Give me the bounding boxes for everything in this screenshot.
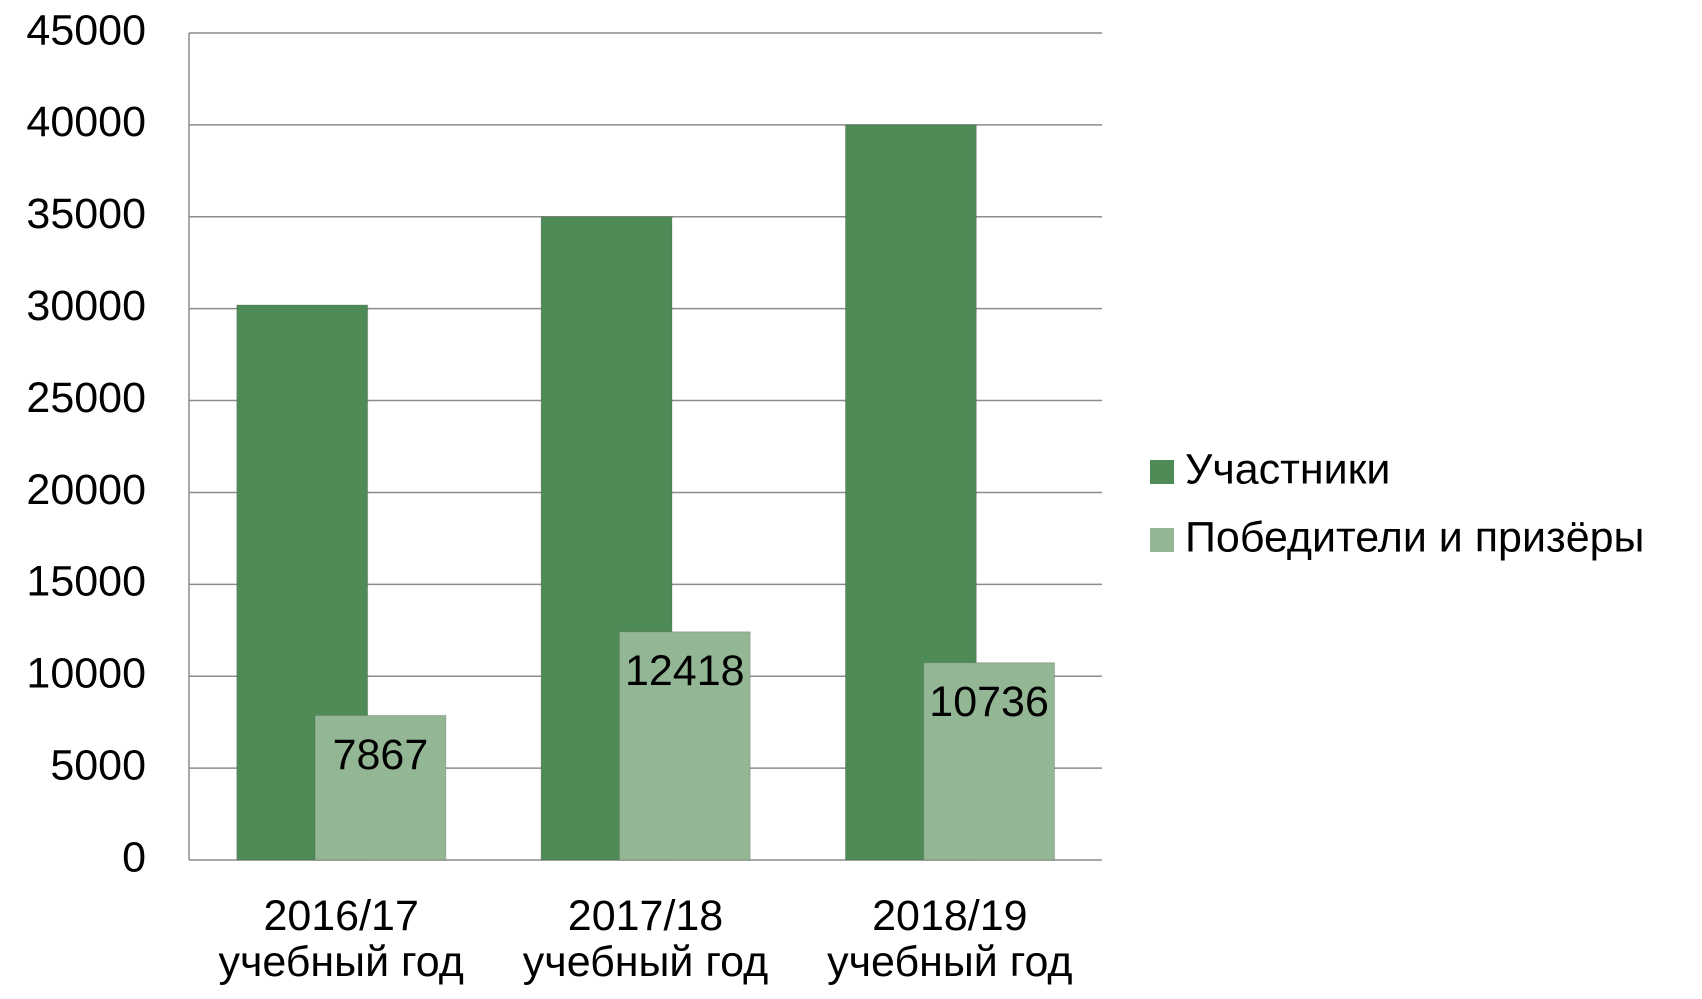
bar <box>923 662 1056 861</box>
y-tick-label: 10000 <box>26 650 146 698</box>
y-tick-label: 35000 <box>26 190 146 238</box>
y-tick-label: 15000 <box>26 558 146 606</box>
y-tick-label: 0 <box>122 833 146 881</box>
data-label: 12418 <box>625 647 745 695</box>
legend-label: Победители и призёры <box>1185 513 1644 561</box>
y-tick-label: 40000 <box>26 98 146 146</box>
y-tick-label: 20000 <box>26 466 146 514</box>
y-tick-label: 25000 <box>26 374 146 422</box>
x-tick-label: 2017/18 учебный год <box>522 892 769 986</box>
legend-label: Участники <box>1185 445 1390 493</box>
data-label: 7867 <box>333 731 429 779</box>
bar <box>314 714 447 861</box>
legend-swatch <box>1150 528 1174 552</box>
bar <box>618 631 751 861</box>
legend-swatch <box>1150 460 1174 484</box>
x-tick-label: 2016/17 учебный год <box>218 892 464 986</box>
y-tick-label: 5000 <box>50 741 146 789</box>
y-tick-label: 45000 <box>26 6 146 54</box>
x-tick-label: 2018/19 учебный год <box>827 892 1073 986</box>
data-label: 10736 <box>929 678 1049 726</box>
y-tick-label: 30000 <box>26 282 146 330</box>
